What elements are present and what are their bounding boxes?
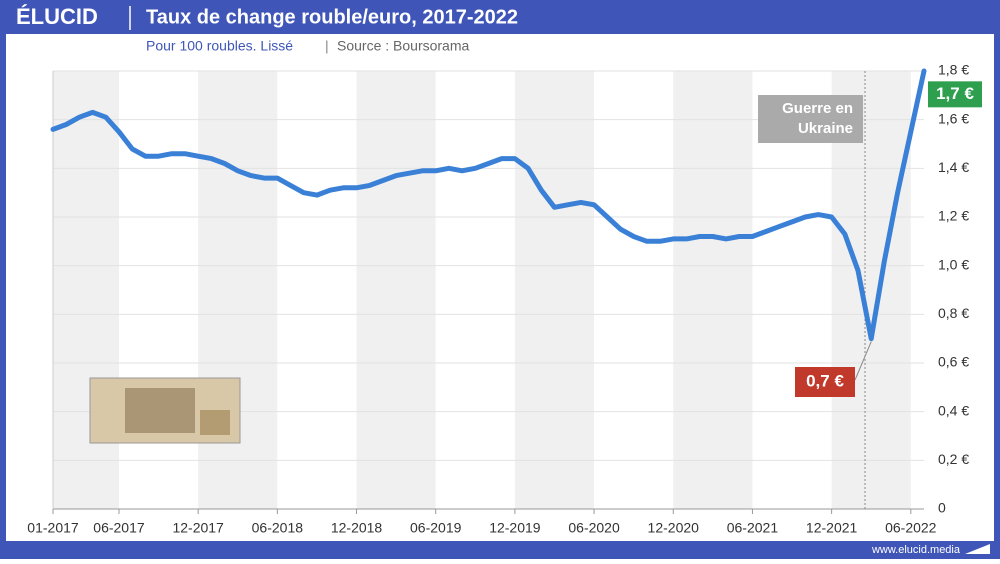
x-tick-label: 06-2022 xyxy=(885,520,937,536)
band xyxy=(514,71,595,509)
x-tick-label: 06-2021 xyxy=(727,520,779,536)
min-leader xyxy=(854,341,872,381)
subtitle: Pour 100 roubles. Lissé xyxy=(146,38,293,54)
band xyxy=(356,71,436,509)
y-tick-label: 1,4 € xyxy=(938,159,969,175)
band xyxy=(435,71,515,509)
band xyxy=(594,71,674,509)
min-box xyxy=(795,367,855,397)
banknote-image xyxy=(125,388,195,433)
band xyxy=(831,71,911,509)
end-box xyxy=(928,81,982,108)
separator: | xyxy=(325,38,329,54)
x-tick-label: 12-2020 xyxy=(648,520,700,536)
x-tick-label: 06-2020 xyxy=(568,520,620,536)
y-tick-label: 1,8 € xyxy=(938,62,969,78)
banknote-detail xyxy=(200,410,230,435)
min-label: 0,7 € xyxy=(806,371,844,390)
y-tick-label: 0,6 € xyxy=(938,354,969,370)
y-tick-label: 1,0 € xyxy=(938,256,969,272)
y-tick-label: 0,8 € xyxy=(938,305,969,321)
brand: ÉLUCID xyxy=(16,4,98,29)
event-box xyxy=(758,95,864,143)
y-tick-label: 0,4 € xyxy=(938,402,969,418)
line xyxy=(50,68,927,342)
x-tick-label: 12-2018 xyxy=(331,520,383,536)
x-tick-label: 12-2017 xyxy=(172,520,224,536)
band xyxy=(910,71,924,509)
y-tick-label: 1,2 € xyxy=(938,208,969,224)
y-tick-label: 0,2 € xyxy=(938,451,969,467)
band xyxy=(277,71,357,509)
x-tick-label: 06-2017 xyxy=(93,520,145,536)
band xyxy=(673,71,753,509)
x-tick-label: 06-2019 xyxy=(410,520,462,536)
banknote xyxy=(89,377,241,444)
y-tick-label: 0 xyxy=(938,500,946,516)
end-label: 1,7 € xyxy=(936,84,974,103)
y-tick-label: 1,6 € xyxy=(938,110,969,126)
event-label: Guerre en Ukraine xyxy=(782,100,853,137)
x-tick-label: 12-2019 xyxy=(489,520,541,536)
source: Source : Boursorama xyxy=(337,38,469,54)
footer: www.elucid.media xyxy=(871,544,961,556)
x-tick-label: 06-2018 xyxy=(252,520,304,536)
x-tick-label: 01-2017 xyxy=(27,520,79,536)
plot: 0 0,2 € 0,4 € 0,6 € 0,8 € 1,0 € 1,2 € 1,4 € 1,6 … xyxy=(27,62,982,536)
band xyxy=(752,71,832,509)
chart-title: Taux de change rouble/euro, 2017-2022 xyxy=(146,6,518,28)
x-tick-label: 12-2021 xyxy=(806,520,858,536)
footer-icon xyxy=(965,544,990,554)
